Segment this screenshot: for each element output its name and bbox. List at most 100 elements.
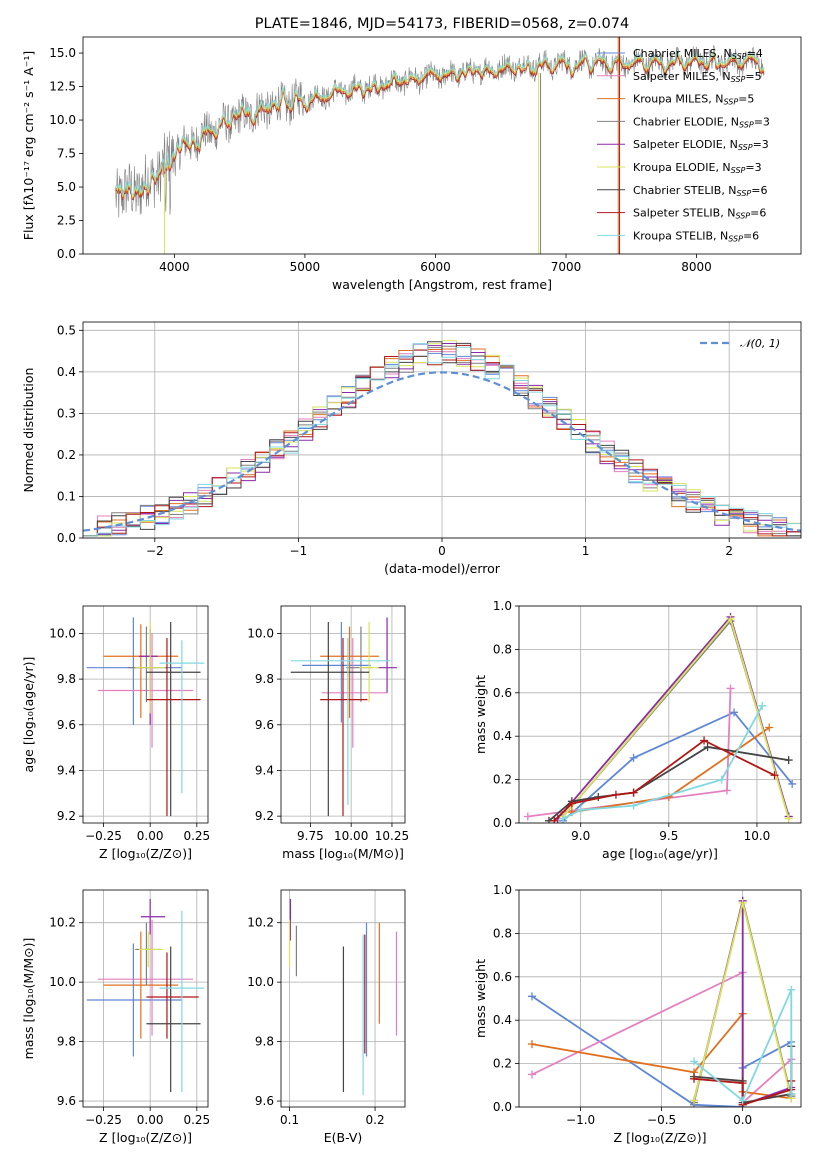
- y-tick-label: 0.8: [493, 642, 512, 656]
- series-marker: [700, 736, 709, 745]
- chart-title: PLATE=1846, MJD=54173, FIBERID=0568, z=0…: [255, 16, 629, 32]
- y-tick-label: 0.0: [493, 816, 512, 830]
- series-marker: [629, 788, 638, 797]
- legend-nssp-sub: SSP: [732, 52, 747, 61]
- legend-nssp-value: =6: [751, 184, 767, 197]
- series-marker: [527, 992, 536, 1001]
- point-salpeter-stelib: [146, 952, 199, 1039]
- y-tick-label: 0.4: [493, 1013, 512, 1027]
- y-tick-label: 9.6: [255, 1094, 274, 1108]
- spectrum-model-line: [115, 54, 765, 201]
- legend-nssp-prefix: , N: [723, 138, 738, 151]
- y-axis-label: mass weight: [473, 959, 488, 1038]
- y-axis-label: mass [log₁₀(M/M⊙)]: [21, 938, 36, 1060]
- point-salpeter-elodie: [140, 898, 166, 935]
- legend-nssp-sub: SSP: [739, 120, 754, 129]
- legend-series-name: Chabrier MILES: [633, 47, 717, 60]
- point-chabrier-miles: [86, 943, 182, 1057]
- x-tick-label: 0.25: [183, 1113, 210, 1127]
- legend-nssp-value: =4: [746, 47, 762, 60]
- x-tick-label: −0.5: [647, 1113, 676, 1127]
- x-axis-label: Z [log₁₀(Z/Z⊙)]: [99, 846, 192, 861]
- chart-weight-vs-Z: −1.0 −0.5 0.0 0.0 0.2 0.4 0.6 0.8 1.0 Z [log₁₀(Z/…: [473, 883, 802, 1145]
- legend-entry: 𝒩(0, 1): [740, 337, 780, 350]
- point-chabrier-stelib: [146, 946, 201, 1093]
- spectrum-model-line: [115, 52, 765, 199]
- x-axis-label: Z [log₁₀(Z/Z⊙)]: [614, 1130, 707, 1145]
- plot-area: [527, 896, 796, 1107]
- point-salpeter-miles: [97, 919, 194, 1036]
- y-tick-label: 9.6: [57, 718, 76, 732]
- y-tick-label: 9.4: [57, 763, 76, 777]
- x-tick-label: −1.0: [566, 1113, 595, 1127]
- legend-nssp-prefix: , N: [715, 161, 730, 174]
- legend-nssp-value: =6: [743, 229, 759, 242]
- legend-entry: Chabrier STELIB, NSSP=6: [633, 184, 767, 198]
- y-tick-label: 0.5: [57, 323, 76, 337]
- y-tick-label: 9.8: [255, 672, 274, 686]
- x-tick-label: 0.00: [137, 829, 164, 843]
- y-axis-label: mass weight: [473, 675, 488, 754]
- y-tick-label: 0.0: [57, 531, 76, 545]
- series-marker: [738, 1096, 747, 1105]
- legend-nssp-sub: SSP: [735, 212, 750, 221]
- point-chabrier-stelib: [290, 621, 370, 817]
- spectrum-model-line: [115, 51, 765, 198]
- legend-entry: Kroupa STELIB, NSSP=6: [633, 229, 759, 243]
- y-axis-label: age [log₁₀(age/yr)]: [21, 657, 36, 773]
- legend-nssp-value: =5: [745, 70, 761, 83]
- legend-series-name: Chabrier STELIB: [633, 184, 721, 197]
- legend-entry: Chabrier MILES, NSSP=4: [633, 47, 763, 61]
- y-tick-label: 5.0: [57, 180, 76, 194]
- y-tick-label: 0.3: [57, 406, 76, 420]
- legend-entry: Kroupa ELODIE, NSSP=3: [633, 161, 762, 175]
- histogram-kroupa-stelib: [83, 343, 801, 537]
- legend-series-name: Kroupa MILES: [633, 93, 708, 106]
- spectrum-model-line: [115, 49, 765, 196]
- x-tick-label: −1: [290, 544, 308, 558]
- legend-nssp-prefix: , N: [717, 47, 732, 60]
- legend-nssp-prefix: , N: [708, 93, 723, 106]
- y-tick-label: 9.2: [57, 809, 76, 823]
- legend-nssp-value: =3: [754, 115, 770, 128]
- axes-frame: [82, 889, 209, 1108]
- series-marker: [787, 1089, 796, 1098]
- series-marker: [787, 985, 796, 994]
- y-tick-label: 10.0: [49, 626, 76, 640]
- series-marker: [527, 1040, 536, 1049]
- x-tick-label: 9.0: [571, 829, 590, 843]
- legend-series-name: Kroupa STELIB: [633, 229, 713, 242]
- y-tick-label: 10.0: [247, 626, 274, 640]
- x-tick-label: 0.2: [366, 1113, 385, 1127]
- x-tick-label: 0.25: [183, 829, 210, 843]
- axes-frame: [82, 605, 209, 824]
- plot-area: [290, 617, 397, 817]
- plot-area: [86, 617, 205, 817]
- series-marker: [550, 816, 559, 823]
- point-kroupa-elodie: [138, 931, 164, 968]
- chart-residuals: −2 −1 0 1 2 0.0 0.1 0.2 0.3 0.4 0.5 (data-model)/er…: [21, 321, 802, 576]
- x-tick-label: 0.0: [733, 1113, 752, 1127]
- y-axis-label: Flux [fλ10⁻¹⁷ erg cm⁻² s⁻¹ A⁻¹]: [21, 51, 36, 240]
- series-marker: [611, 790, 620, 799]
- axes-frame: [518, 889, 802, 1108]
- point-kroupa-elodie: [359, 621, 379, 702]
- series-marker: [629, 801, 638, 810]
- y-tick-label: 0.2: [57, 448, 76, 462]
- series-marker: [567, 799, 576, 808]
- legend-nssp-prefix: , N: [721, 184, 736, 197]
- y-tick-label: 0.0: [493, 1100, 512, 1114]
- series-line-salpeter-stelib: [553, 739, 775, 822]
- histogram-chabrier-stelib: [83, 341, 801, 537]
- series-marker: [690, 1096, 699, 1105]
- legend-nssp-sub: SSP: [723, 98, 738, 107]
- axes-frame: [82, 36, 802, 255]
- chart-mass-vs-ebv: 0.1 0.2 9.6 9.8 10.0 10.2 E(B-V): [247, 889, 406, 1145]
- x-tick-label: 1: [582, 544, 590, 558]
- x-axis-label: (data-model)/error: [384, 561, 501, 576]
- point-kroupa-stelib: [159, 910, 205, 1093]
- x-tick-label: 7000: [551, 260, 582, 274]
- point-chabrier-stelib: [146, 621, 201, 817]
- series-marker: [758, 701, 767, 710]
- legend-nssp-sub: SSP: [738, 143, 753, 152]
